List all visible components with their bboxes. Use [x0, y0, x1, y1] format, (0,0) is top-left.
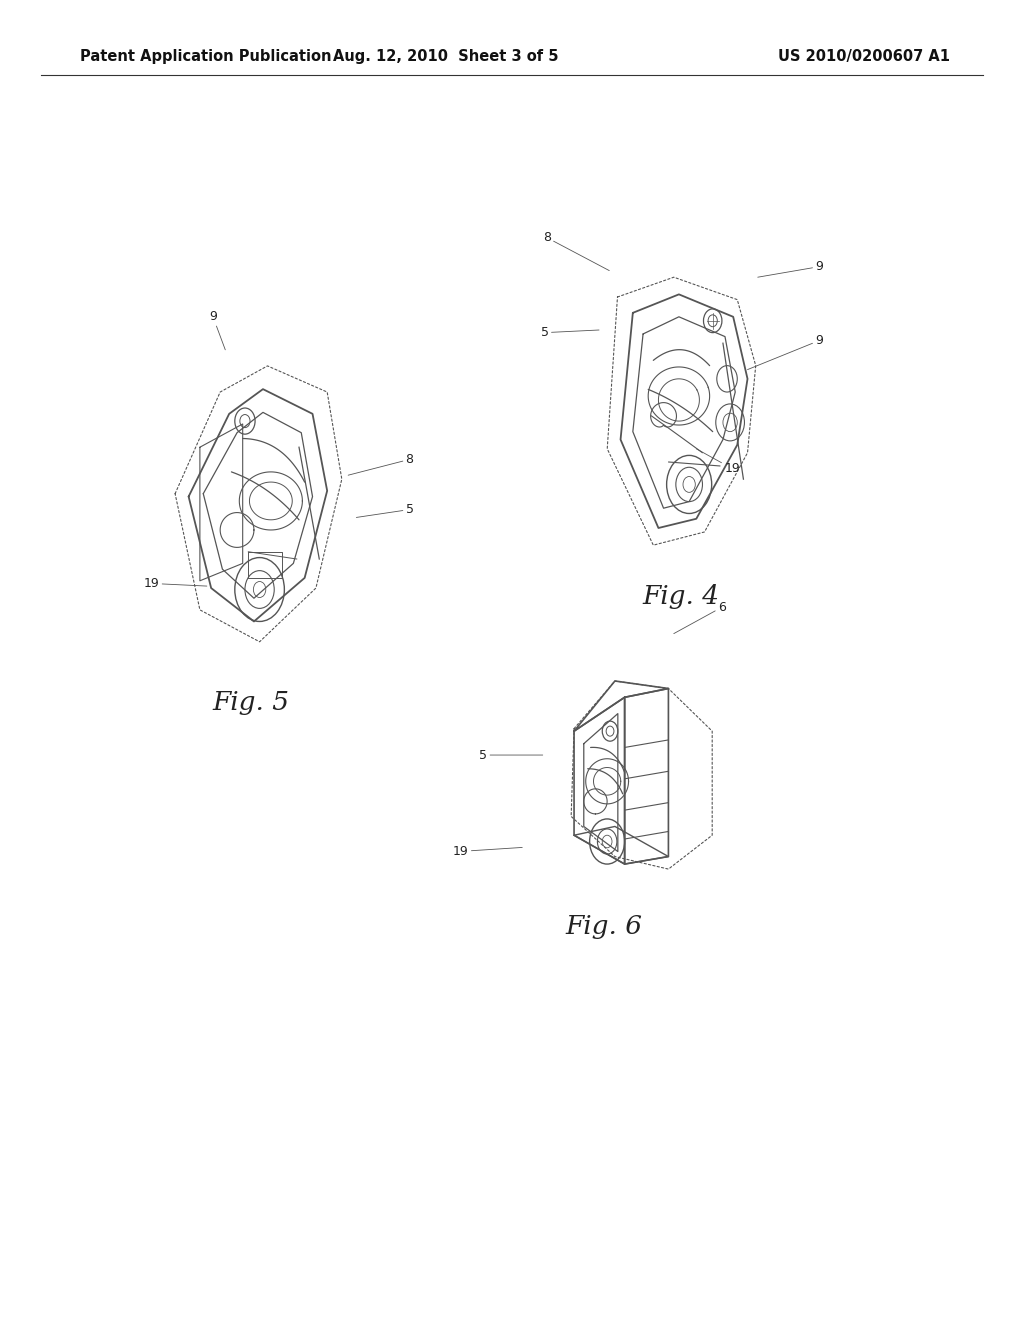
Text: Fig. 4: Fig. 4: [642, 585, 720, 609]
Text: 9: 9: [748, 334, 823, 370]
Text: Patent Application Publication: Patent Application Publication: [80, 49, 332, 65]
Text: 5: 5: [479, 748, 543, 762]
Text: Fig. 5: Fig. 5: [212, 690, 290, 714]
Text: 8: 8: [348, 453, 414, 475]
Text: 9: 9: [758, 260, 823, 277]
Text: Fig. 6: Fig. 6: [565, 915, 643, 939]
Text: 9: 9: [209, 310, 225, 350]
Text: 5: 5: [541, 326, 599, 339]
Text: 8: 8: [543, 231, 609, 271]
Text: 6: 6: [674, 601, 726, 634]
Text: 19: 19: [696, 449, 740, 475]
Text: 19: 19: [453, 845, 522, 858]
Text: 5: 5: [356, 503, 414, 517]
Text: US 2010/0200607 A1: US 2010/0200607 A1: [778, 49, 950, 65]
Text: 19: 19: [143, 577, 207, 590]
Text: Aug. 12, 2010  Sheet 3 of 5: Aug. 12, 2010 Sheet 3 of 5: [333, 49, 558, 65]
